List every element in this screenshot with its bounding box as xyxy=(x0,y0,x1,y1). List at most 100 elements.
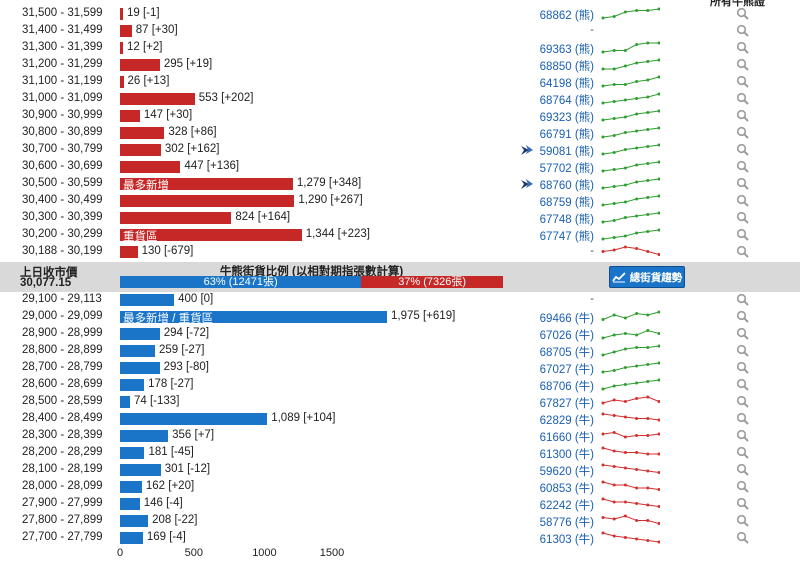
search-icon[interactable] xyxy=(736,480,750,494)
cbbc-code-link[interactable]: 68862 (熊) xyxy=(539,10,594,22)
price-range: 28,900 - 28,999 xyxy=(22,327,103,339)
cbbc-code-link[interactable]: 59081 (熊) xyxy=(539,146,594,158)
search-icon[interactable] xyxy=(736,412,750,426)
bull-row[interactable]: 28,300 - 28,399 356 [+7] 61660 (牛) xyxy=(0,428,800,445)
search-icon[interactable] xyxy=(736,24,750,38)
search-icon[interactable] xyxy=(736,41,750,55)
bull-row[interactable]: 28,800 - 28,899 259 [-27] 68705 (牛) xyxy=(0,343,800,360)
bear-row[interactable]: 31,300 - 31,399 12 [+2] 69363 (熊) xyxy=(0,40,800,57)
cbbc-code-link[interactable]: 61660 (牛) xyxy=(539,432,594,444)
trend-sparkline xyxy=(601,310,660,321)
cbbc-code-link[interactable]: 67827 (牛) xyxy=(539,398,594,410)
bear-row[interactable]: 30,500 - 30,599 最多新增 1,279 [+348] 68760 (熊) xyxy=(0,176,800,193)
sparkline-point xyxy=(612,67,616,71)
bull-row[interactable]: 27,800 - 27,899 208 [-22] 58776 (牛) xyxy=(0,513,800,530)
search-icon[interactable] xyxy=(736,463,750,477)
bull-row[interactable]: 27,700 - 27,799 169 [-4] 61303 (牛) xyxy=(0,530,800,547)
cbbc-code-link[interactable]: 59620 (牛) xyxy=(539,466,594,478)
search-icon[interactable] xyxy=(736,446,750,460)
cbbc-code-link[interactable]: 62242 (牛) xyxy=(539,500,594,512)
sparkline-point xyxy=(601,353,605,357)
search-icon[interactable] xyxy=(736,378,750,392)
search-icon[interactable] xyxy=(736,514,750,528)
search-icon[interactable] xyxy=(736,429,750,443)
cbbc-code-link[interactable]: 64198 (熊) xyxy=(539,78,594,90)
cbbc-code-link[interactable]: 69363 (熊) xyxy=(539,44,594,56)
bull-row[interactable]: 27,900 - 27,999 146 [-4] 62242 (牛) xyxy=(0,496,800,513)
search-icon[interactable] xyxy=(736,160,750,174)
sparkline-point xyxy=(635,502,639,505)
search-icon[interactable] xyxy=(736,395,750,409)
sparkline-point xyxy=(601,387,605,391)
search-icon[interactable] xyxy=(736,327,750,341)
bull-count-bar xyxy=(120,379,145,391)
search-icon[interactable] xyxy=(736,7,750,21)
cbbc-code-link[interactable]: 68759 (熊) xyxy=(539,197,594,209)
bear-row[interactable]: 30,300 - 30,399 824 [+164] 67748 (熊) xyxy=(0,210,800,227)
cbbc-code-link[interactable]: 67748 (熊) xyxy=(539,214,594,226)
cbbc-code-link[interactable]: 67747 (熊) xyxy=(539,231,594,243)
bear-row[interactable]: 30,200 - 30,299 重貨區 1,344 [+223] 67747 (熊) xyxy=(0,227,800,244)
cbbc-code-link[interactable]: 57702 (熊) xyxy=(539,163,594,175)
search-icon[interactable] xyxy=(736,361,750,375)
cbbc-code-link[interactable]: 68706 (牛) xyxy=(539,381,594,393)
bear-row[interactable]: 30,900 - 30,999 147 [+30] 69323 (熊) xyxy=(0,108,800,125)
bull-row[interactable]: 28,500 - 28,599 74 [-133] 67827 (牛) xyxy=(0,394,800,411)
bull-row[interactable]: 28,200 - 28,299 181 [-45] 61300 (牛) xyxy=(0,445,800,462)
cbbc-code-link[interactable]: 67026 (牛) xyxy=(539,330,594,342)
cbbc-code-link[interactable]: 68850 (熊) xyxy=(539,61,594,73)
cbbc-code-link[interactable]: 58776 (牛) xyxy=(539,517,594,529)
cbbc-code-link[interactable]: 69466 (牛) xyxy=(539,313,594,325)
search-icon[interactable] xyxy=(736,310,750,324)
bull-row[interactable]: 28,900 - 28,999 294 [-72] 67026 (牛) xyxy=(0,326,800,343)
search-icon[interactable] xyxy=(736,497,750,511)
bear-row[interactable]: 30,800 - 30,899 328 [+86] 66791 (熊) xyxy=(0,125,800,142)
bear-row[interactable]: 31,400 - 31,499 87 [+30] - xyxy=(0,23,800,40)
sparkline-point xyxy=(635,61,639,65)
search-icon[interactable] xyxy=(736,143,750,157)
price-range: 29,100 - 29,113 xyxy=(22,293,102,305)
search-icon[interactable] xyxy=(736,109,750,123)
sparkline-point xyxy=(612,219,616,222)
bear-row[interactable]: 30,188 - 30,199 130 [-679] - xyxy=(0,244,800,261)
bull-row[interactable]: 28,600 - 28,699 178 [-27] 68706 (牛) xyxy=(0,377,800,394)
bear-row[interactable]: 31,000 - 31,099 553 [+202] 68764 (熊) xyxy=(0,91,800,108)
search-icon[interactable] xyxy=(736,92,750,106)
cbbc-code-link[interactable]: 61300 (牛) xyxy=(539,449,594,461)
bear-row[interactable]: 31,500 - 31,599 19 [-1] 68862 (熊) xyxy=(0,6,800,23)
cbbc-code-link[interactable]: 61303 (牛) xyxy=(539,534,594,546)
cbbc-code-link[interactable]: 62829 (牛) xyxy=(539,415,594,427)
search-icon[interactable] xyxy=(736,58,750,72)
cbbc-code-link[interactable]: 68760 (熊) xyxy=(539,180,594,192)
cbbc-code-link[interactable]: 66791 (熊) xyxy=(539,129,594,141)
bear-row[interactable]: 30,400 - 30,499 1,290 [+267] 68759 (熊) xyxy=(0,193,800,210)
search-icon[interactable] xyxy=(736,126,750,140)
bull-row[interactable]: 28,000 - 28,099 162 [+20] 60853 (牛) xyxy=(0,479,800,496)
cbbc-code-link[interactable]: 68705 (牛) xyxy=(539,347,594,359)
total-outstanding-trend-button[interactable]: 總街貨趨勢 xyxy=(609,266,685,288)
search-icon[interactable] xyxy=(736,75,750,89)
search-icon[interactable] xyxy=(736,177,750,191)
cbbc-code-link[interactable]: 60853 (牛) xyxy=(539,483,594,495)
bear-row[interactable]: 31,200 - 31,299 295 [+19] 68850 (熊) xyxy=(0,57,800,74)
sparkline-point xyxy=(635,537,639,541)
bull-row[interactable]: 28,100 - 28,199 301 [-12] 59620 (牛) xyxy=(0,462,800,479)
cbbc-code-link[interactable]: 67027 (牛) xyxy=(539,364,594,376)
bull-row[interactable]: 28,700 - 28,799 293 [-80] 67027 (牛) xyxy=(0,360,800,377)
search-icon[interactable] xyxy=(736,211,750,225)
search-icon[interactable] xyxy=(736,531,750,545)
bull-row[interactable]: 28,400 - 28,499 1,089 [+104] 62829 (牛) xyxy=(0,411,800,428)
bull-row[interactable]: 29,100 - 29,113 400 [0] - xyxy=(0,292,800,309)
bear-row[interactable]: 31,100 - 31,199 26 [+13] 64198 (熊) xyxy=(0,74,800,91)
search-icon[interactable] xyxy=(736,293,750,307)
cbbc-code-link[interactable]: 68764 (熊) xyxy=(539,95,594,107)
bear-row[interactable]: 30,600 - 30,699 447 [+136] 57702 (熊) xyxy=(0,159,800,176)
search-icon[interactable] xyxy=(736,194,750,208)
search-icon[interactable] xyxy=(736,245,750,259)
search-icon[interactable] xyxy=(736,228,750,242)
cbbc-code-link[interactable]: 69323 (熊) xyxy=(539,112,594,124)
search-icon[interactable] xyxy=(736,344,750,358)
sparkline-point xyxy=(635,80,639,83)
bull-row[interactable]: 29,000 - 29,099 最多新增 / 重貨區 1,975 [+619] 694… xyxy=(0,309,800,326)
bear-row[interactable]: 30,700 - 30,799 302 [+162] 59081 (熊) xyxy=(0,142,800,159)
